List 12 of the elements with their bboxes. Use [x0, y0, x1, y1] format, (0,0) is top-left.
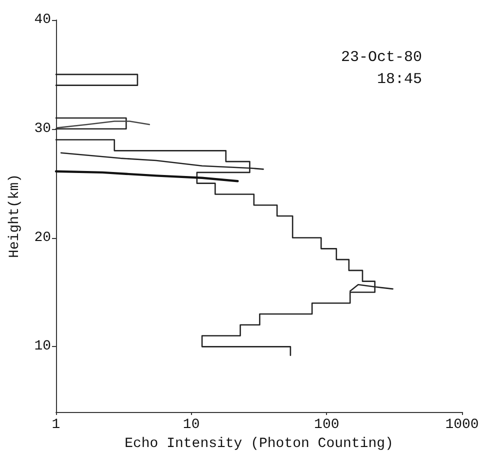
- x-tick-label: 100: [314, 417, 340, 433]
- x-tick-label: 10: [182, 417, 200, 433]
- x-axis-title: Echo Intensity (Photon Counting): [124, 436, 394, 452]
- y-tick-label: 20: [34, 230, 51, 246]
- y-tick-label: 30: [34, 120, 51, 137]
- x-tick-label: 1000: [445, 417, 479, 433]
- annotation: 23-Oct-80: [340, 49, 422, 66]
- y-axis-title: Height(km): [7, 174, 23, 258]
- y-tick-label: 40: [34, 12, 51, 28]
- annotation: 18:45: [376, 71, 422, 88]
- x-tick-label: 1: [52, 417, 60, 433]
- y-tick-label: 10: [34, 338, 51, 355]
